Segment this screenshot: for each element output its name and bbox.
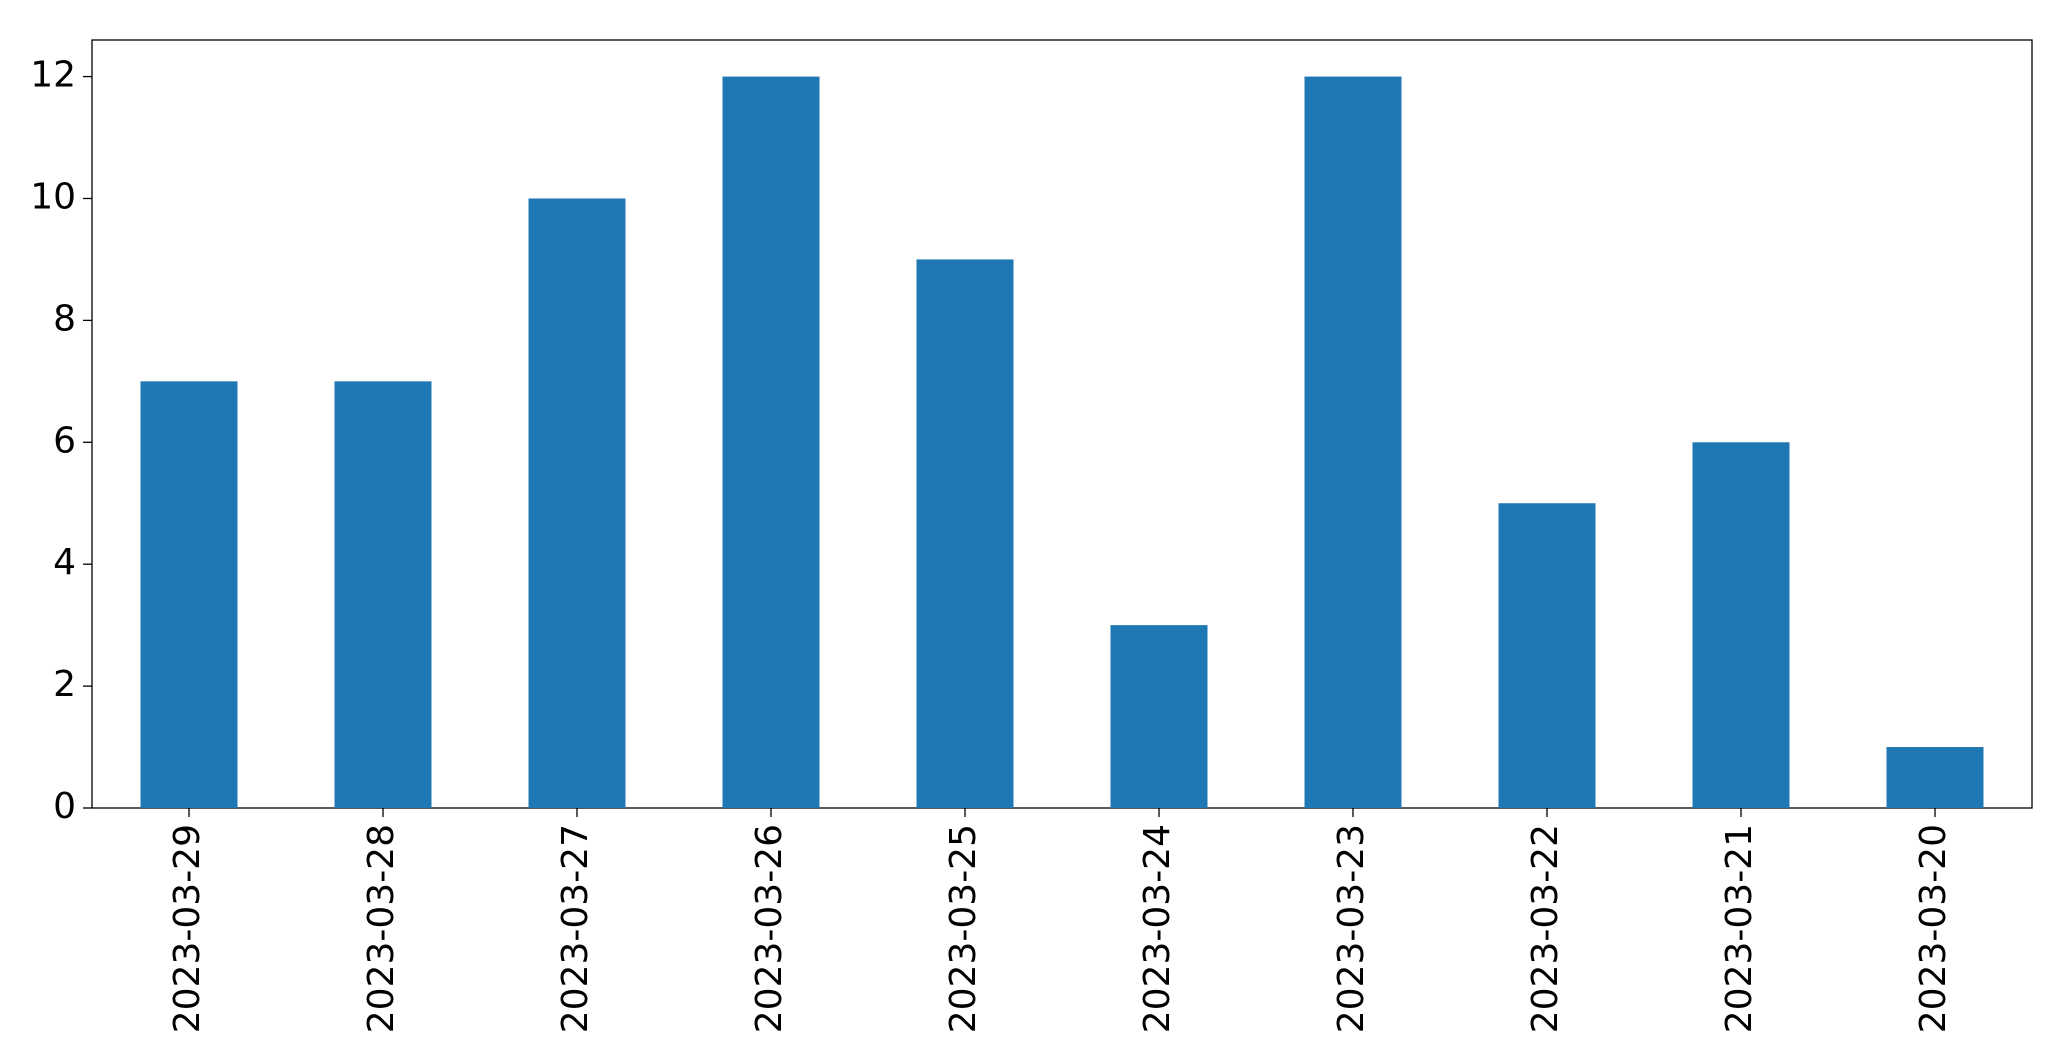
y-tick-label: 4 (53, 542, 76, 583)
bar (1110, 625, 1208, 808)
bar (1886, 747, 1984, 808)
bar (1692, 442, 1790, 808)
bar (140, 381, 238, 808)
y-tick-label: 2 (53, 664, 76, 705)
x-tick-label: 2023-03-21 (1719, 824, 1760, 1033)
x-tick-label: 2023-03-27 (555, 824, 596, 1033)
x-tick-label: 2023-03-22 (1525, 824, 1566, 1033)
bar (1304, 76, 1402, 809)
x-tick-label: 2023-03-29 (167, 824, 208, 1033)
y-tick-label: 12 (30, 55, 76, 96)
y-tick-label: 6 (53, 420, 76, 461)
y-tick-label: 10 (30, 176, 76, 217)
bar (722, 76, 820, 809)
bar (1498, 503, 1596, 808)
bar (334, 381, 432, 808)
x-tick-label: 2023-03-28 (361, 824, 402, 1033)
x-tick-label: 2023-03-25 (943, 824, 984, 1033)
x-tick-label: 2023-03-24 (1137, 824, 1178, 1033)
plot-frame (91, 39, 2033, 809)
x-tick-label: 2023-03-26 (749, 824, 790, 1033)
bar (528, 198, 626, 808)
x-tick-label: 2023-03-20 (1913, 824, 1954, 1033)
y-tick-label: 0 (53, 786, 76, 827)
x-tick-label: 2023-03-23 (1331, 824, 1372, 1033)
bar (916, 259, 1014, 808)
y-tick-label: 8 (53, 298, 76, 339)
